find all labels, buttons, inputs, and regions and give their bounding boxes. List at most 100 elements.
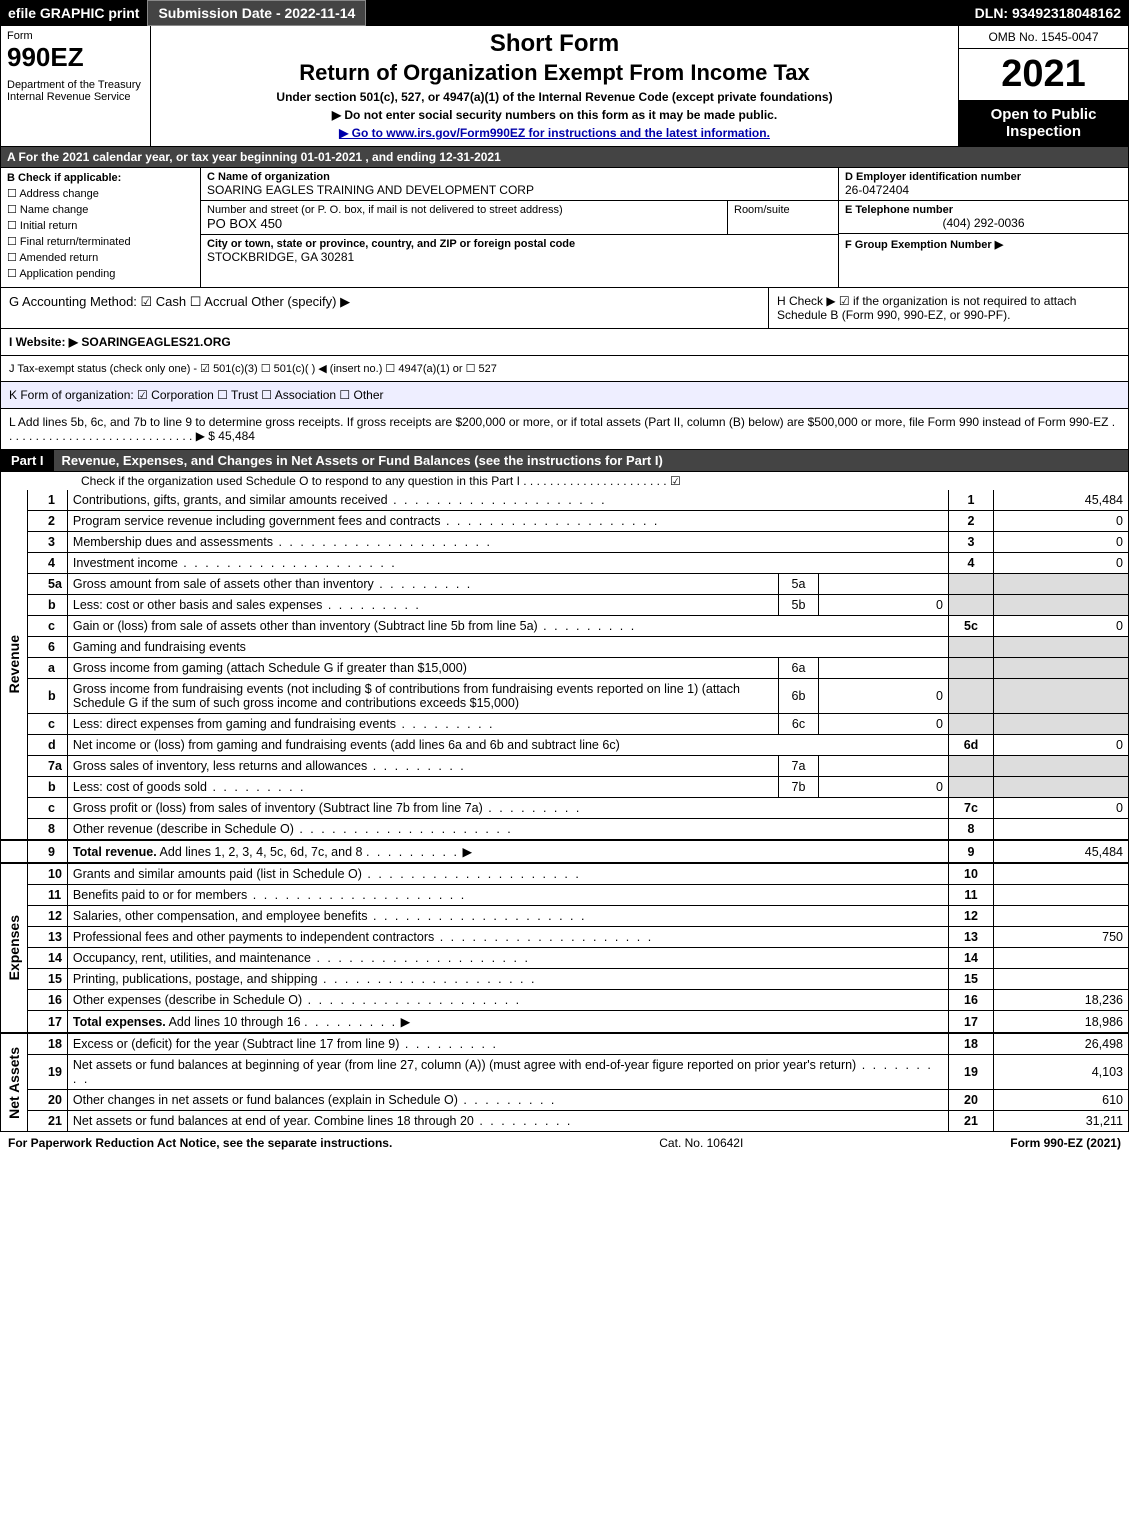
line-21-amt: 31,211 <box>994 1111 1129 1132</box>
org-name-row: C Name of organization SOARING EAGLES TR… <box>201 168 838 201</box>
org-name: SOARING EAGLES TRAINING AND DEVELOPMENT … <box>207 183 832 197</box>
chk-application-pending[interactable]: Application pending <box>7 267 194 280</box>
submission-date: Submission Date - 2022-11-14 <box>147 0 366 26</box>
line-7a-desc: Gross sales of inventory, less returns a… <box>67 756 778 777</box>
part1-check: Check if the organization used Schedule … <box>0 472 1129 490</box>
line-8: 8 Other revenue (describe in Schedule O)… <box>1 819 1129 841</box>
line-16-amt: 18,236 <box>994 990 1129 1011</box>
line-5a-desc: Gross amount from sale of assets other t… <box>67 574 778 595</box>
line-3-desc: Membership dues and assessments <box>67 532 948 553</box>
line-12-amt <box>994 906 1129 927</box>
box-c: C Name of organization SOARING EAGLES TR… <box>201 168 838 287</box>
line-13: 13 Professional fees and other payments … <box>1 927 1129 948</box>
line-5c-amt: 0 <box>994 616 1129 637</box>
part1-header: Part I Revenue, Expenses, and Changes in… <box>0 450 1129 472</box>
line-5b-desc: Less: cost or other basis and sales expe… <box>67 595 778 616</box>
line-6c-mid: 0 <box>819 714 949 735</box>
line-15-desc: Printing, publications, postage, and shi… <box>67 969 948 990</box>
line-11-amt <box>994 885 1129 906</box>
line-6: 6 Gaming and fundraising events <box>1 637 1129 658</box>
line-9-amt: 45,484 <box>994 840 1129 863</box>
line-7a: 7a Gross sales of inventory, less return… <box>1 756 1129 777</box>
website[interactable]: I Website: ▶ SOARINGEAGLES21.ORG <box>9 335 231 349</box>
line-16-desc: Other expenses (describe in Schedule O) <box>67 990 948 1011</box>
info-boxes: B Check if applicable: Address change Na… <box>0 168 1129 288</box>
main-title: Return of Organization Exempt From Incom… <box>159 60 950 86</box>
line-18-amt: 26,498 <box>994 1033 1129 1055</box>
header-right: OMB No. 1545-0047 2021 Open to Public In… <box>958 26 1128 146</box>
lines-table: Revenue 1 Contributions, gifts, grants, … <box>0 490 1129 1132</box>
line-21-desc: Net assets or fund balances at end of ye… <box>67 1111 948 1132</box>
line-8-desc: Other revenue (describe in Schedule O) <box>67 819 948 841</box>
chk-initial-return[interactable]: Initial return <box>7 219 194 232</box>
address-row: Number and street (or P. O. box, if mail… <box>201 201 838 234</box>
line-5c-desc: Gain or (loss) from sale of assets other… <box>67 616 948 637</box>
line-6a: a Gross income from gaming (attach Sched… <box>1 658 1129 679</box>
line-6b: b Gross income from fundraising events (… <box>1 679 1129 714</box>
line-7b: b Less: cost of goods sold 7b 0 <box>1 777 1129 798</box>
line-7c-desc: Gross profit or (loss) from sales of inv… <box>67 798 948 819</box>
form-label: Form <box>7 30 144 42</box>
open-inspection: Open to Public Inspection <box>959 100 1128 146</box>
tel-label: E Telephone number <box>845 204 1122 216</box>
line-15-amt <box>994 969 1129 990</box>
line-5a-mid <box>819 574 949 595</box>
line-20-amt: 610 <box>994 1090 1129 1111</box>
line-9: 9 Total revenue. Add lines 1, 2, 3, 4, 5… <box>1 840 1129 863</box>
line-6d: d Net income or (loss) from gaming and f… <box>1 735 1129 756</box>
line-19: 19 Net assets or fund balances at beginn… <box>1 1055 1129 1090</box>
city-label: City or town, state or province, country… <box>207 238 832 250</box>
page-footer: For Paperwork Reduction Act Notice, see … <box>0 1132 1129 1154</box>
tel-row: E Telephone number (404) 292-0036 <box>839 200 1128 233</box>
chk-name-change[interactable]: Name change <box>7 203 194 216</box>
irs-link[interactable]: ▶ Go to www.irs.gov/Form990EZ for instru… <box>339 126 770 140</box>
line-7c-amt: 0 <box>994 798 1129 819</box>
footer-right: Form 990-EZ (2021) <box>1010 1136 1121 1150</box>
line-6c: c Less: direct expenses from gaming and … <box>1 714 1129 735</box>
line-8-amt <box>994 819 1129 841</box>
footer-center: Cat. No. 10642I <box>659 1136 743 1150</box>
chk-final-return[interactable]: Final return/terminated <box>7 235 194 248</box>
netassets-vert: Net Assets <box>1 1033 28 1132</box>
line-14-desc: Occupancy, rent, utilities, and maintena… <box>67 948 948 969</box>
part1-label: Part I <box>1 450 54 471</box>
line-14: 14 Occupancy, rent, utilities, and maint… <box>1 948 1129 969</box>
line-2-desc: Program service revenue including govern… <box>67 511 948 532</box>
line-14-amt <box>994 948 1129 969</box>
line-10-desc: Grants and similar amounts paid (list in… <box>67 863 948 885</box>
line-1: Revenue 1 Contributions, gifts, grants, … <box>1 490 1129 511</box>
header-center: Short Form Return of Organization Exempt… <box>151 26 958 146</box>
efile-label: efile GRAPHIC print <box>0 1 147 25</box>
line-17-desc: Add lines 10 through 16 <box>169 1015 301 1029</box>
topbar: efile GRAPHIC print Submission Date - 20… <box>0 0 1129 26</box>
line-17: 17 Total expenses. Add lines 10 through … <box>1 1011 1129 1034</box>
line-17-amt: 18,986 <box>994 1011 1129 1034</box>
line-5c: c Gain or (loss) from sale of assets oth… <box>1 616 1129 637</box>
city: STOCKBRIDGE, GA 30281 <box>207 250 832 264</box>
footer-left: For Paperwork Reduction Act Notice, see … <box>8 1136 392 1150</box>
line-6a-desc: Gross income from gaming (attach Schedul… <box>67 658 778 679</box>
org-name-label: C Name of organization <box>207 171 832 183</box>
line-12-desc: Salaries, other compensation, and employ… <box>67 906 948 927</box>
form-number: 990EZ <box>7 42 144 73</box>
ein: 26-0472404 <box>845 183 1122 197</box>
chk-amended-return[interactable]: Amended return <box>7 251 194 264</box>
tel: (404) 292-0036 <box>845 216 1122 230</box>
section-a-period: A For the 2021 calendar year, or tax yea… <box>0 147 1129 168</box>
ein-label: D Employer identification number <box>845 171 1122 183</box>
line-11-desc: Benefits paid to or for members <box>67 885 948 906</box>
expenses-vert: Expenses <box>1 863 28 1033</box>
row-k: K Form of organization: ☑ Corporation ☐ … <box>0 382 1129 409</box>
line-6c-desc: Less: direct expenses from gaming and fu… <box>67 714 778 735</box>
line-2: 2 Program service revenue including gove… <box>1 511 1129 532</box>
line-4-amt: 0 <box>994 553 1129 574</box>
chk-address-change[interactable]: Address change <box>7 187 194 200</box>
form-header: Form 990EZ Department of the Treasury In… <box>0 26 1129 147</box>
row-g: G Accounting Method: ☑ Cash ☐ Accrual Ot… <box>1 288 768 328</box>
line-7c: c Gross profit or (loss) from sales of i… <box>1 798 1129 819</box>
room-suite: Room/suite <box>728 201 838 234</box>
box-d: D Employer identification number 26-0472… <box>838 168 1128 287</box>
line-6b-mid: 0 <box>819 679 949 714</box>
line-13-desc: Professional fees and other payments to … <box>67 927 948 948</box>
goto-link[interactable]: ▶ Go to www.irs.gov/Form990EZ for instru… <box>159 126 950 140</box>
